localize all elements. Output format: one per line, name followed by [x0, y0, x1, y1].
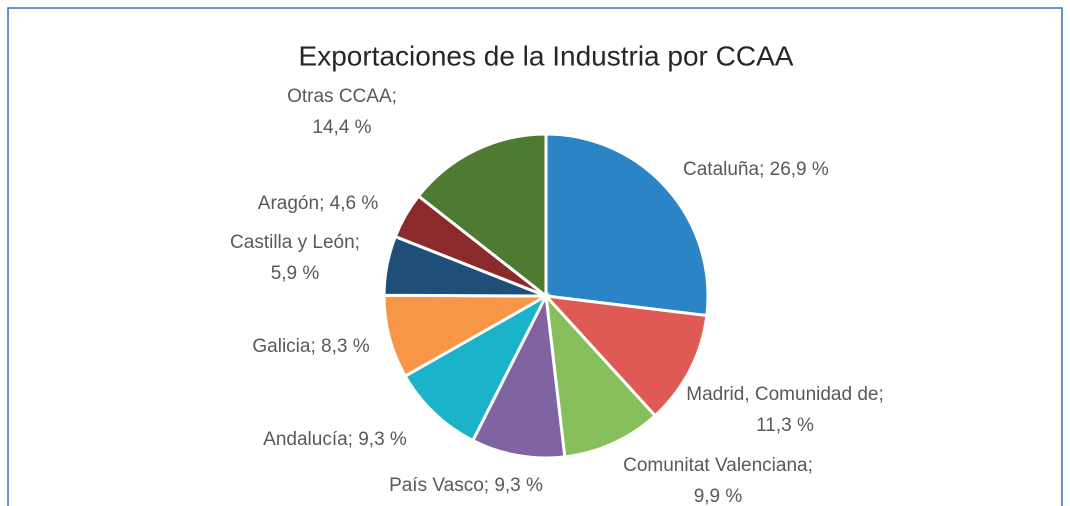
pie-slice: [416, 132, 548, 300]
label-category: Cataluña: [683, 159, 759, 180]
label-category: Galicia: [252, 336, 311, 357]
pie-slice: [403, 292, 550, 443]
label-value: 9,3 %: [494, 475, 543, 496]
pie-slice: [544, 132, 710, 318]
label-category: Otras CCAA: [287, 86, 392, 107]
label-category: Madrid, Comunidad de: [686, 384, 878, 405]
label-separator: ;: [310, 336, 321, 357]
label-category: Castilla y León: [230, 232, 355, 253]
label-separator: ;: [392, 86, 397, 107]
label-separator: ;: [355, 232, 360, 253]
chart-title: Exportaciones de la Industria por CCAA: [299, 40, 794, 71]
label-value: 5,9 %: [271, 263, 320, 284]
label-category: País Vasco: [389, 475, 484, 496]
data-label: Andalucía; 9,3 %: [263, 429, 407, 450]
label-separator: ;: [484, 475, 495, 496]
data-label: Comunitat Valenciana; 9,9 %: [623, 455, 813, 506]
label-separator: ;: [759, 159, 770, 180]
label-separator: ;: [878, 384, 883, 405]
data-label: Otras CCAA; 14,4 %: [287, 86, 397, 138]
data-label: Galicia; 8,3 %: [252, 336, 369, 357]
label-value: 4,6 %: [330, 193, 379, 214]
data-label: Cataluña; 26,9 %: [683, 159, 829, 180]
data-label: Aragón; 4,6 %: [258, 193, 379, 214]
label-value: 26,9 %: [770, 159, 829, 180]
pie-slice: [543, 291, 658, 459]
label-category: Aragón: [258, 193, 319, 214]
label-value: 8,3 %: [321, 336, 370, 357]
label-category: Andalucía: [263, 429, 348, 450]
data-label: Madrid, Comunidad de; 11,3 %: [686, 384, 884, 436]
label-separator: ;: [319, 193, 330, 214]
label-value: 9,3 %: [358, 429, 407, 450]
label-separator: ;: [348, 429, 359, 450]
pie-slice: [470, 290, 567, 460]
label-value: 11,3 %: [756, 415, 814, 436]
data-label: País Vasco; 9,3 %: [389, 475, 543, 496]
frame: [7, 7, 1063, 506]
label-value: 14,4 %: [312, 117, 371, 138]
pie-slice: [542, 294, 709, 418]
label-separator: ;: [808, 455, 813, 476]
label-value: 9,9 %: [694, 486, 743, 506]
label-category: Comunitat Valenciana: [623, 455, 808, 476]
data-label: Castilla y León; 5,9 %: [230, 232, 360, 284]
